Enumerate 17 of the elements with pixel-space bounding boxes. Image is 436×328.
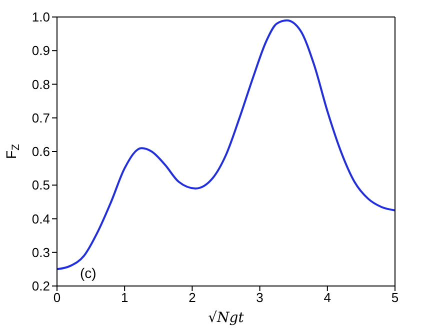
- y-tick-label: 0.7: [32, 110, 50, 126]
- x-tick-label: 0: [53, 290, 61, 306]
- x-tick-label: 1: [120, 290, 128, 306]
- x-axis-title: √Ngt: [208, 310, 244, 326]
- x-tick-label: 4: [324, 290, 332, 306]
- y-tick-label: 0.6: [32, 144, 50, 160]
- y-tick-label: 1.0: [32, 10, 50, 25]
- x-tick-label: 3: [256, 290, 264, 306]
- annotation: (c): [80, 265, 96, 281]
- x-tick-label: 5: [391, 290, 399, 306]
- y-tick-label: 0.4: [32, 211, 50, 226]
- y-tick-label: 0.9: [32, 43, 50, 58]
- y-tick-label: 0.3: [32, 244, 50, 260]
- y-tick-label: 0.2: [32, 278, 50, 294]
- y-tick-label: 0.5: [32, 178, 50, 193]
- y-tick-label: 0.8: [32, 76, 50, 92]
- x-tick-label: 2: [188, 290, 196, 306]
